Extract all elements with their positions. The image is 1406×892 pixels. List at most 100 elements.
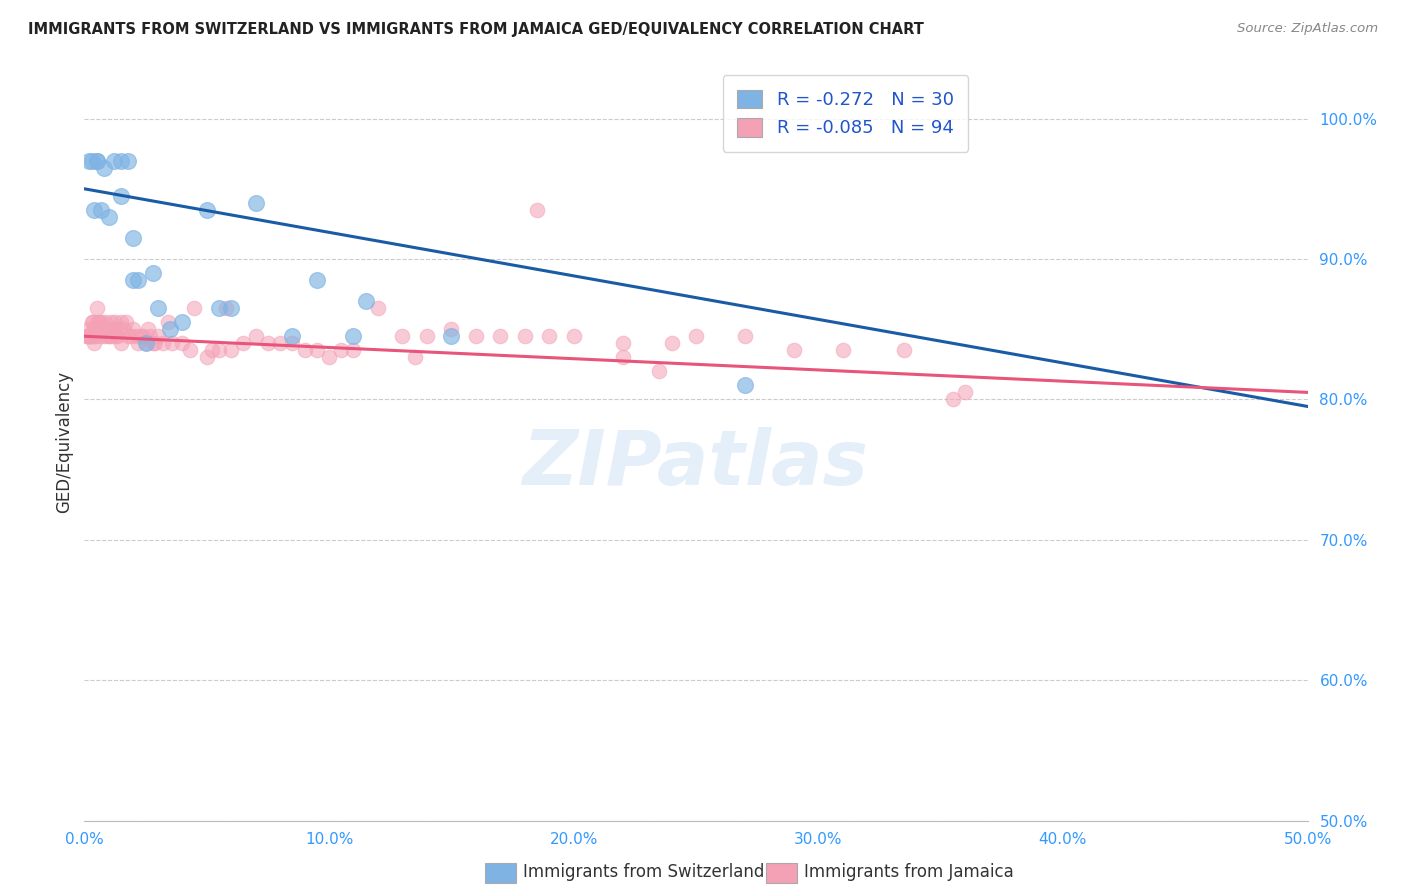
Legend: R = -0.272   N = 30, R = -0.085   N = 94: R = -0.272 N = 30, R = -0.085 N = 94: [723, 75, 969, 152]
Y-axis label: GED/Equivalency: GED/Equivalency: [55, 370, 73, 513]
Point: [90, 202, 112, 217]
Text: IMMIGRANTS FROM SWITZERLAND VS IMMIGRANTS FROM JAMAICA GED/EQUIVALENCY CORRELATI: IMMIGRANTS FROM SWITZERLAND VS IMMIGRANT…: [28, 22, 924, 37]
Point: [354, 294, 377, 309]
Point: [195, 202, 218, 217]
Point: [942, 392, 965, 407]
Point: [294, 343, 316, 358]
Point: [142, 336, 165, 351]
Point: [143, 336, 166, 351]
Point: [440, 329, 463, 343]
Point: [464, 329, 486, 343]
Point: [103, 153, 125, 168]
Point: [219, 343, 242, 358]
Point: [93, 161, 115, 175]
Point: [208, 301, 231, 315]
Point: [87, 322, 110, 336]
Point: [86, 301, 108, 315]
Point: [80, 315, 103, 329]
Point: [77, 322, 100, 336]
Point: [117, 329, 139, 343]
Point: [91, 322, 114, 336]
Point: [305, 343, 328, 358]
Point: [162, 336, 184, 351]
Point: [97, 329, 120, 343]
Point: [513, 329, 536, 343]
Point: [98, 322, 121, 336]
Point: [440, 322, 463, 336]
Point: [135, 336, 157, 351]
Point: [87, 315, 110, 329]
Point: [661, 336, 683, 351]
Point: [142, 266, 165, 280]
Point: [146, 329, 169, 343]
Point: [89, 329, 111, 343]
Point: [97, 210, 120, 224]
Text: Source: ZipAtlas.com: Source: ZipAtlas.com: [1237, 22, 1378, 36]
Point: [83, 202, 105, 217]
Point: [612, 336, 634, 351]
Point: [82, 315, 104, 329]
Point: [648, 364, 671, 378]
Point: [110, 336, 132, 351]
Point: [538, 329, 561, 343]
Point: [110, 189, 132, 203]
Point: [77, 329, 100, 343]
Point: [77, 153, 100, 168]
Point: [135, 336, 157, 351]
Point: [305, 273, 328, 287]
Point: [156, 315, 179, 329]
Point: [101, 329, 124, 343]
Point: [97, 329, 120, 343]
Point: [86, 153, 108, 168]
Point: [734, 378, 756, 392]
Point: [219, 301, 242, 315]
Point: [90, 315, 112, 329]
Point: [159, 322, 181, 336]
Point: [342, 329, 364, 343]
Point: [685, 329, 707, 343]
Point: [831, 343, 853, 358]
Point: [391, 329, 413, 343]
Point: [257, 336, 280, 351]
Point: [146, 301, 169, 315]
Point: [122, 273, 145, 287]
Point: [215, 301, 238, 315]
Point: [83, 329, 105, 343]
Point: [80, 329, 103, 343]
Point: [562, 329, 585, 343]
Point: [489, 329, 512, 343]
Point: [125, 329, 148, 343]
Point: [94, 315, 117, 329]
Point: [136, 322, 159, 336]
Point: [734, 329, 756, 343]
Point: [404, 351, 426, 365]
Point: [105, 329, 128, 343]
Point: [83, 336, 105, 351]
Point: [84, 329, 107, 343]
Text: ZIPatlas: ZIPatlas: [523, 427, 869, 501]
Point: [179, 343, 201, 358]
Point: [104, 315, 127, 329]
Point: [269, 336, 291, 351]
Point: [172, 315, 194, 329]
Point: [103, 322, 125, 336]
Point: [526, 202, 548, 217]
Point: [80, 329, 103, 343]
Point: [245, 195, 267, 210]
Point: [953, 385, 976, 400]
Point: [105, 329, 128, 343]
Point: [127, 273, 149, 287]
Point: [110, 153, 132, 168]
Text: Immigrants from Switzerland: Immigrants from Switzerland: [523, 863, 765, 881]
Point: [893, 343, 915, 358]
Point: [367, 301, 389, 315]
Point: [281, 336, 304, 351]
Point: [77, 329, 100, 343]
Point: [342, 343, 364, 358]
Point: [318, 351, 340, 365]
Point: [127, 336, 149, 351]
Point: [195, 351, 218, 365]
Point: [152, 336, 174, 351]
Point: [330, 343, 353, 358]
Point: [86, 153, 108, 168]
